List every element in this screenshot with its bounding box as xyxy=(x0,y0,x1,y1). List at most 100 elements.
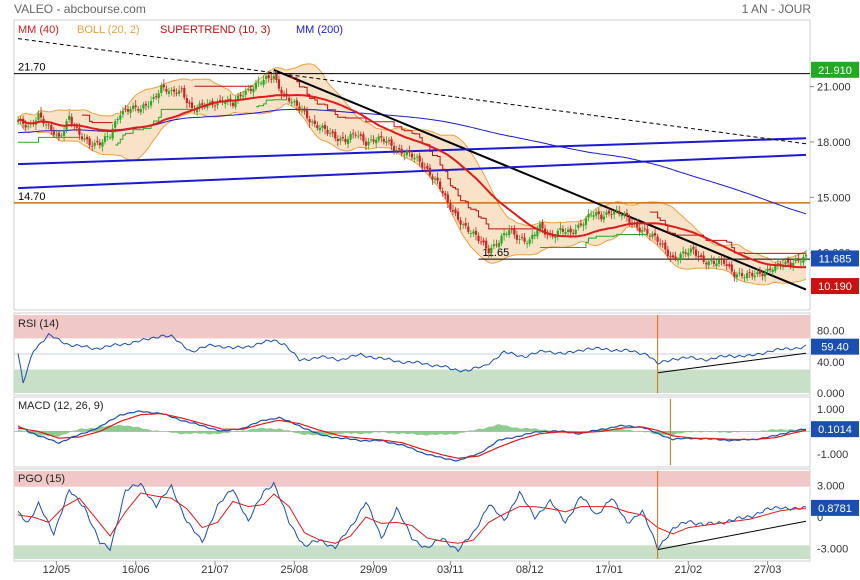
candle-body xyxy=(769,268,772,271)
candle-body xyxy=(700,255,703,257)
candle-body xyxy=(717,259,721,264)
candle-body xyxy=(433,178,437,180)
price-y-tick-label: 18.000 xyxy=(817,137,851,149)
candle-body xyxy=(605,212,608,215)
candle-body xyxy=(474,230,478,235)
candle-body xyxy=(638,227,641,232)
rsi-trendline xyxy=(657,352,807,374)
candle-body xyxy=(459,220,462,225)
candle-body xyxy=(201,103,204,105)
candle-body xyxy=(766,268,769,272)
candle-body xyxy=(306,110,309,119)
candle-body xyxy=(531,234,534,239)
candle-body xyxy=(265,76,268,80)
candle-body xyxy=(106,136,109,137)
x-tick-label: 08/12 xyxy=(516,564,544,576)
candle-body xyxy=(57,132,61,137)
rsi-layer xyxy=(14,315,810,393)
pgo-layer xyxy=(14,471,810,559)
candle-body xyxy=(300,110,304,112)
candle-body xyxy=(533,234,536,237)
rsi-value-tag: 59.40 xyxy=(821,342,849,354)
candle-body xyxy=(536,230,539,237)
candle-body xyxy=(710,260,713,261)
candle-body xyxy=(751,272,754,277)
candle-body xyxy=(421,162,424,168)
candle-body xyxy=(774,264,777,271)
rsi-value-tag-bg xyxy=(811,338,859,355)
candle-body xyxy=(124,108,127,110)
candle-body xyxy=(216,101,219,106)
candle-body xyxy=(607,210,611,214)
candle-body xyxy=(293,101,296,102)
candle-body xyxy=(137,108,140,111)
candle-body xyxy=(321,125,324,128)
candle-body xyxy=(70,116,73,124)
supertrend-segment xyxy=(18,136,80,143)
candle-body xyxy=(339,138,342,141)
candle-body xyxy=(313,120,316,124)
candle-body xyxy=(160,85,163,94)
candle-body xyxy=(661,243,664,245)
pgo-y-tick-label: 0 xyxy=(817,512,823,524)
candle-body xyxy=(267,75,270,79)
candle-body xyxy=(326,129,329,134)
candle-body xyxy=(589,214,593,216)
candle-body xyxy=(80,136,84,140)
candle-body xyxy=(792,262,795,266)
candle-body xyxy=(664,242,667,250)
level-label: 21.70 xyxy=(18,62,46,74)
candle-body xyxy=(776,262,779,265)
candle-body xyxy=(689,248,692,253)
rsi-line xyxy=(17,332,807,384)
candle-body xyxy=(723,260,726,264)
candle-body xyxy=(416,156,419,158)
candle-body xyxy=(528,239,531,244)
candle-body xyxy=(50,124,53,131)
pgo-upper-zone xyxy=(14,471,810,487)
candle-body xyxy=(469,233,472,235)
x-tick-label: 21/02 xyxy=(675,564,703,576)
candle-body xyxy=(572,232,575,234)
candle-body xyxy=(98,142,101,146)
candle-body xyxy=(334,131,337,139)
bollinger-lower-line xyxy=(17,103,807,286)
trendline xyxy=(17,153,807,190)
candle-body xyxy=(357,135,360,137)
candle-body xyxy=(705,262,708,265)
candle-body xyxy=(761,273,764,277)
candle-body xyxy=(88,138,91,146)
candle-body xyxy=(121,110,124,115)
candle-body xyxy=(142,104,145,109)
pgo-y-tick-label: -3.000 xyxy=(817,544,848,556)
x-tick-label: 27/03 xyxy=(754,564,782,576)
x-tick-label: 25/08 xyxy=(281,564,309,576)
candle-body xyxy=(144,103,148,106)
candle-body xyxy=(738,272,741,274)
candle-body xyxy=(234,100,237,107)
candle-body xyxy=(753,275,756,278)
pgo-lower-zone xyxy=(14,545,810,559)
candle-body xyxy=(254,82,258,89)
candle-body xyxy=(804,254,808,257)
candle-body xyxy=(132,105,135,110)
candle-body xyxy=(802,256,805,263)
price-tag-mm40: 10.190 xyxy=(818,281,852,293)
candle-body xyxy=(743,277,746,279)
pgo-y-tick-label: 3.000 xyxy=(817,481,845,493)
candle-body xyxy=(224,101,227,104)
candle-body xyxy=(398,148,401,150)
candle-body xyxy=(188,102,191,104)
candle-body xyxy=(582,224,585,226)
candle-body xyxy=(213,105,217,107)
candle-body xyxy=(515,234,518,240)
candle-body xyxy=(418,155,421,162)
candle-body xyxy=(735,274,739,278)
candle-body xyxy=(27,126,30,128)
candle-body xyxy=(613,211,616,215)
candle-body xyxy=(392,146,396,151)
candle-body xyxy=(323,125,327,129)
candle-body xyxy=(78,127,81,135)
candle-body xyxy=(720,258,723,260)
